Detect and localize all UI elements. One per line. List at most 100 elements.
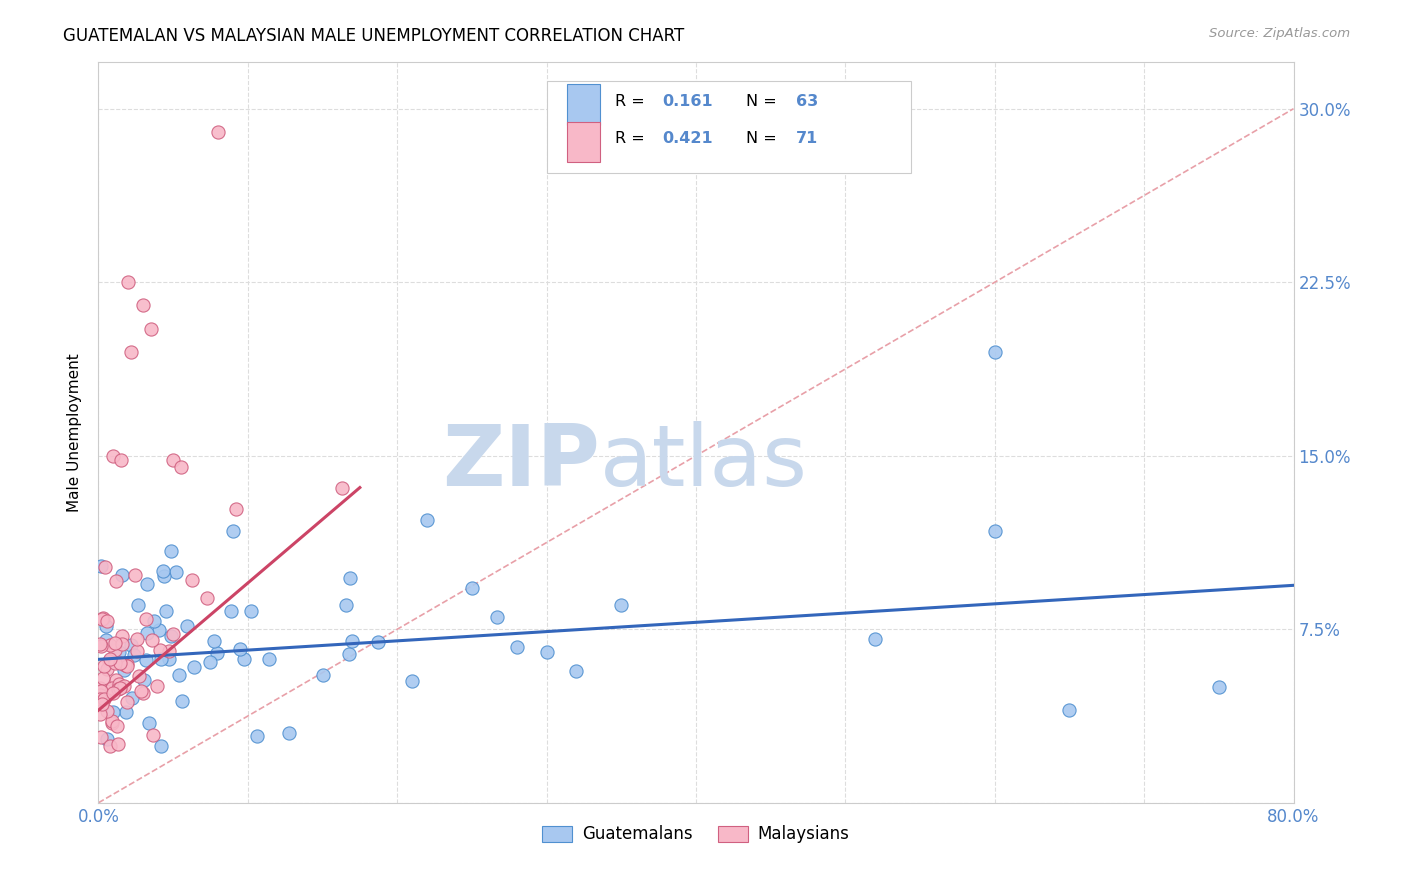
Point bbox=[89, 681, 111, 695]
Point bbox=[150, 739, 173, 753]
Point bbox=[143, 615, 166, 629]
Point bbox=[157, 652, 180, 666]
Point bbox=[107, 681, 129, 696]
Point bbox=[1059, 703, 1081, 717]
Point bbox=[160, 544, 183, 558]
Point bbox=[110, 453, 132, 467]
Point bbox=[105, 719, 128, 733]
Point bbox=[342, 634, 364, 648]
Legend: Guatemalans, Malaysians: Guatemalans, Malaysians bbox=[536, 819, 856, 850]
Point bbox=[277, 725, 299, 739]
Text: 0.421: 0.421 bbox=[662, 131, 713, 146]
Point bbox=[108, 645, 131, 659]
Point bbox=[104, 673, 127, 688]
Text: N =: N = bbox=[747, 131, 782, 146]
Point bbox=[111, 629, 134, 643]
Point bbox=[96, 663, 118, 677]
Point bbox=[96, 632, 118, 647]
Point bbox=[127, 598, 149, 612]
Text: 63: 63 bbox=[796, 94, 818, 109]
Point bbox=[98, 651, 121, 665]
Point bbox=[146, 679, 169, 693]
Point bbox=[125, 644, 148, 658]
Point bbox=[984, 524, 1007, 539]
Point bbox=[165, 565, 187, 579]
Point bbox=[112, 663, 135, 677]
Point bbox=[339, 571, 361, 585]
Point bbox=[110, 656, 132, 670]
Point bbox=[1208, 680, 1230, 694]
Point bbox=[93, 659, 115, 673]
Text: Source: ZipAtlas.com: Source: ZipAtlas.com bbox=[1209, 27, 1350, 40]
Point bbox=[150, 652, 173, 666]
Point bbox=[565, 664, 588, 678]
Point bbox=[222, 524, 245, 538]
Point bbox=[103, 685, 125, 699]
Text: ZIP: ZIP bbox=[443, 421, 600, 504]
Point bbox=[139, 321, 162, 335]
Point bbox=[103, 636, 125, 650]
Point bbox=[157, 644, 180, 658]
Point bbox=[160, 629, 183, 643]
Point bbox=[155, 604, 177, 618]
Point bbox=[162, 453, 184, 467]
Point bbox=[486, 610, 509, 624]
Point bbox=[169, 667, 191, 681]
Point bbox=[103, 705, 125, 719]
Point bbox=[114, 705, 136, 719]
Point bbox=[207, 646, 229, 660]
Point bbox=[101, 715, 124, 730]
Point bbox=[112, 679, 135, 693]
Point bbox=[107, 677, 129, 691]
Text: 71: 71 bbox=[796, 131, 818, 146]
Point bbox=[89, 707, 111, 722]
Point bbox=[111, 567, 134, 582]
FancyBboxPatch shape bbox=[567, 84, 600, 125]
Point bbox=[125, 632, 148, 647]
Point bbox=[90, 558, 112, 573]
Point bbox=[103, 449, 125, 463]
Point bbox=[132, 298, 155, 312]
Text: R =: R = bbox=[614, 131, 650, 146]
Text: atlas: atlas bbox=[600, 421, 808, 504]
Point bbox=[121, 690, 143, 705]
Point bbox=[148, 623, 170, 637]
Point bbox=[141, 633, 163, 648]
Point bbox=[536, 645, 558, 659]
Point bbox=[506, 640, 529, 655]
Y-axis label: Male Unemployment: Male Unemployment bbox=[67, 353, 83, 512]
Point bbox=[135, 612, 157, 626]
Point bbox=[122, 648, 145, 663]
Point bbox=[240, 604, 263, 618]
Point bbox=[330, 481, 353, 495]
Point bbox=[202, 633, 225, 648]
Point bbox=[337, 647, 360, 661]
Point bbox=[91, 611, 114, 625]
Point bbox=[195, 591, 218, 606]
Point bbox=[96, 705, 118, 719]
Point bbox=[91, 671, 114, 685]
Point bbox=[461, 581, 484, 595]
Text: GUATEMALAN VS MALAYSIAN MALE UNEMPLOYMENT CORRELATION CHART: GUATEMALAN VS MALAYSIAN MALE UNEMPLOYMEN… bbox=[63, 27, 685, 45]
Point bbox=[89, 730, 111, 744]
Point bbox=[225, 502, 247, 516]
Text: 0.161: 0.161 bbox=[662, 94, 713, 109]
Point bbox=[162, 626, 184, 640]
Point bbox=[153, 568, 176, 582]
Point bbox=[176, 619, 198, 633]
Point bbox=[120, 344, 142, 359]
Point bbox=[169, 460, 191, 475]
Point bbox=[200, 655, 222, 669]
Point bbox=[94, 619, 117, 633]
Point bbox=[170, 694, 193, 708]
Point bbox=[114, 658, 136, 673]
Point bbox=[335, 598, 357, 612]
Point bbox=[610, 598, 633, 612]
Point bbox=[207, 125, 229, 139]
Point bbox=[90, 684, 112, 698]
Point bbox=[107, 737, 129, 751]
Point bbox=[110, 681, 132, 695]
FancyBboxPatch shape bbox=[567, 121, 600, 162]
Point bbox=[117, 275, 139, 289]
Point bbox=[401, 673, 423, 688]
